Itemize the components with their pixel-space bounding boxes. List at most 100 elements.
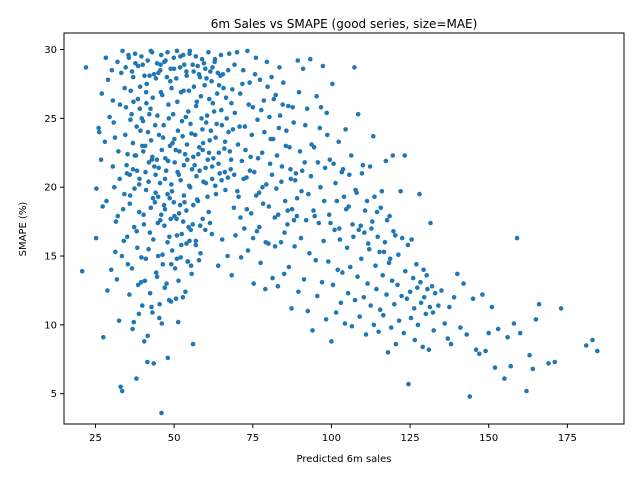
scatter-point: [183, 289, 188, 295]
scatter-point: [132, 186, 137, 191]
scatter-point: [182, 151, 188, 157]
scatter-point: [157, 315, 162, 321]
scatter-point: [425, 286, 430, 292]
scatter-point: [209, 78, 214, 84]
scatter-point: [99, 91, 105, 96]
scatter-point: [369, 226, 374, 231]
scatter-point: [530, 366, 536, 372]
scatter-point: [356, 227, 362, 233]
scatter-point: [197, 168, 202, 173]
scatter-point: [235, 142, 241, 147]
scatter-point: [334, 198, 340, 204]
scatter-point: [272, 244, 278, 249]
scatter-point: [161, 122, 166, 128]
scatter-point: [368, 303, 374, 308]
scatter-point: [136, 311, 142, 317]
scatter-point: [145, 58, 150, 63]
scatter-point: [209, 164, 215, 169]
scatter-point: [388, 325, 394, 330]
scatter-point: [140, 143, 145, 149]
x-tick-label: 150: [479, 433, 498, 444]
scatter-point: [136, 182, 142, 187]
scatter-point: [223, 187, 228, 193]
scatter-point: [420, 344, 426, 350]
scatter-point: [199, 56, 205, 62]
points-layer: [79, 48, 600, 416]
scatter-point: [203, 66, 208, 72]
scatter-point: [417, 191, 422, 197]
scatter-point: [171, 66, 177, 72]
scatter-point: [190, 62, 195, 67]
scatter-point: [361, 295, 367, 300]
scatter-point: [338, 300, 344, 306]
scatter-point: [351, 234, 356, 240]
scatter-point: [149, 304, 154, 310]
scatter-point: [317, 125, 323, 131]
scatter-point: [451, 295, 457, 300]
scatter-point: [312, 213, 318, 219]
scatter-point: [330, 282, 336, 288]
y-tick-label: 5: [51, 389, 57, 400]
scatter-point: [238, 255, 244, 260]
scatter-point: [189, 167, 195, 172]
scatter-point: [221, 85, 226, 91]
scatter-point: [226, 129, 231, 135]
scatter-point: [234, 50, 240, 55]
scatter-point: [137, 106, 143, 111]
scatter-point: [227, 149, 233, 154]
scatter-point: [270, 275, 275, 281]
scatter-point: [110, 164, 116, 169]
scatter-point: [295, 58, 301, 63]
scatter-point: [175, 99, 180, 105]
x-axis-label: Predicted 6m sales: [297, 454, 392, 465]
scatter-point: [209, 176, 215, 182]
scatter-point: [395, 282, 400, 288]
scatter-point: [146, 246, 151, 252]
scatter-point: [203, 227, 208, 233]
y-axis-ticks: 5 10 15 20 25 30: [44, 45, 64, 400]
scatter-point: [273, 92, 279, 98]
scatter-point: [590, 337, 595, 343]
x-axis-ticks: 25 50 75 100 125 150 175: [89, 424, 577, 444]
scatter-point: [306, 191, 311, 197]
scatter-point: [289, 206, 295, 212]
scatter-point: [121, 238, 127, 244]
scatter-point: [125, 151, 130, 157]
scatter-point: [174, 256, 180, 262]
scatter-point: [298, 235, 304, 241]
scatter-point: [171, 55, 177, 61]
scatter-point: [188, 263, 194, 269]
scatter-point: [205, 157, 211, 162]
scatter-point: [552, 359, 558, 365]
scatter-point: [158, 62, 163, 67]
scatter-point: [210, 100, 216, 106]
scatter-point: [211, 156, 216, 161]
scatter-point: [404, 296, 410, 302]
scatter-point: [111, 120, 116, 125]
scatter-point: [145, 359, 150, 365]
scatter-point: [123, 105, 129, 110]
y-tick-label: 30: [44, 45, 57, 56]
y-tick-label: 15: [44, 252, 57, 263]
scatter-point: [120, 48, 125, 54]
scatter-point: [272, 215, 278, 220]
scatter-point: [127, 193, 133, 198]
scatter-point: [213, 135, 218, 140]
scatter-point: [195, 198, 201, 204]
scatter-point: [583, 343, 589, 348]
scatter-point: [160, 135, 166, 140]
scatter-point: [407, 289, 413, 295]
scatter-point: [344, 245, 350, 251]
scatter-point: [275, 284, 281, 289]
scatter-point: [133, 153, 139, 158]
scatter-point: [483, 348, 488, 354]
scatter-point: [128, 117, 133, 122]
scatter-point: [139, 54, 144, 59]
scatter-point: [249, 132, 255, 138]
scatter-point: [447, 304, 452, 310]
scatter-point: [277, 65, 282, 70]
scatter-point: [390, 153, 396, 158]
scatter-point: [152, 200, 158, 205]
scatter-point: [141, 339, 147, 344]
scatter-point: [511, 321, 517, 326]
